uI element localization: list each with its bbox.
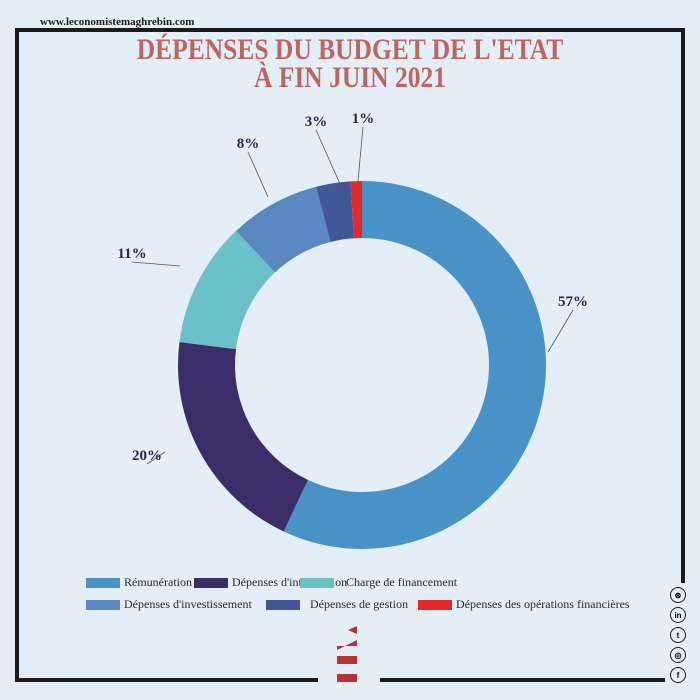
legend-item: Charge de financement (300, 575, 457, 590)
legend-item: Rémunération (86, 575, 192, 590)
data-label: 8% (237, 136, 260, 152)
legend-swatch (86, 599, 120, 610)
facebook-icon[interactable]: f (670, 667, 686, 683)
legend-item: Dépenses des opérations financières (418, 597, 630, 612)
chart-title: DÉPENSES DU BUDGET DE L'ETAT À FIN JUIN 2… (53, 33, 648, 94)
data-label: 3% (305, 114, 328, 130)
title-line-1: DÉPENSES DU BUDGET DE L'ETAT (136, 33, 564, 66)
title-line-2: À FIN JUIN 2021 (254, 61, 446, 94)
legend-swatch (266, 599, 300, 610)
donut-slice (316, 181, 355, 242)
leader-line (547, 309, 574, 353)
frame-bottom-right (380, 678, 665, 682)
legend-label: Rémunération (124, 575, 192, 589)
leader-line (247, 151, 269, 198)
legend-label: Dépenses des opérations financières (456, 597, 630, 611)
donut-slice (350, 181, 362, 239)
data-label: 11% (117, 246, 146, 262)
legend-label: Dépenses d'investissement (124, 597, 252, 611)
frame-top (15, 28, 685, 32)
frame-left (15, 28, 19, 682)
donut-slice (179, 230, 276, 350)
leader-line (146, 451, 166, 465)
instagram-icon[interactable]: ◎ (670, 647, 686, 663)
legend-item: Dépenses de gestion (266, 597, 408, 612)
site-url: www.leconomistemaghrebin.com (36, 16, 199, 28)
legend-item: Dépenses d'investissement (86, 597, 252, 612)
social-icons: ⊛ in t ◎ f (670, 587, 686, 683)
data-label: 20% (132, 448, 162, 464)
leader-line (357, 126, 364, 182)
linkedin-icon[interactable]: in (670, 607, 686, 623)
website-icon[interactable]: ⊛ (670, 587, 686, 603)
donut-slice (178, 341, 308, 532)
leader-line (315, 129, 341, 185)
legend-swatch (86, 577, 120, 588)
legend-swatch (194, 577, 228, 588)
frame-bottom-left (15, 678, 318, 682)
legend-swatch (418, 599, 452, 610)
frame-right (681, 28, 685, 583)
twitter-icon[interactable]: t (670, 627, 686, 643)
donut-slice (236, 186, 331, 273)
donut-slice (283, 181, 547, 549)
leader-line (131, 261, 181, 267)
legend-label: Charge de financement (346, 575, 458, 589)
legend-swatch (300, 577, 334, 588)
data-label: 1% (352, 111, 375, 127)
data-label: 57% (558, 294, 588, 310)
legend-label: Dépenses de gestion (310, 597, 408, 611)
